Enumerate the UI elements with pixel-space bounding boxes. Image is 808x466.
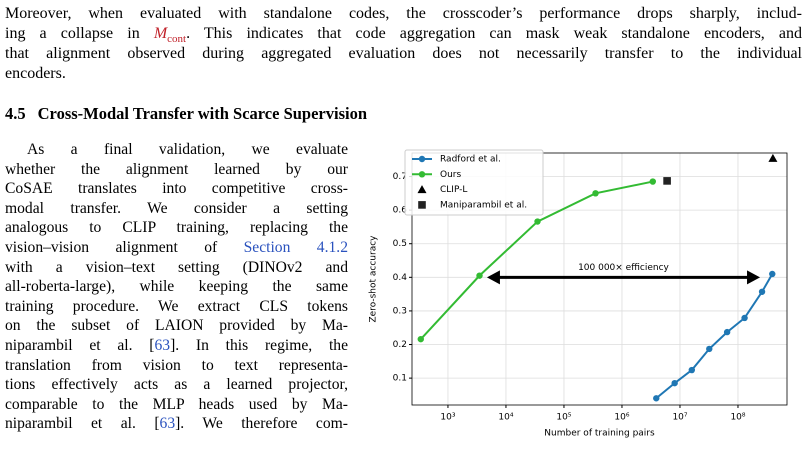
left-column: As a final validation, we evaluate whethe… <box>5 140 348 434</box>
text-line: with a vision–text setting (DINOv2 and <box>5 258 348 278</box>
marker <box>417 335 424 343</box>
x-tick-label: 10⁵ <box>556 413 571 423</box>
x-tick-label: 10³ <box>440 413 455 423</box>
text: modal transfer. We consider a setting <box>5 199 348 217</box>
text: all-roberta-large), while keeping the sa… <box>5 278 348 296</box>
x-tick-label: 10⁴ <box>498 413 513 423</box>
text: whether the alignment learned by our <box>5 160 348 178</box>
y-tick-label: 0.6 <box>393 206 408 216</box>
marker <box>769 270 776 278</box>
marker <box>534 218 541 225</box>
text-line: training procedure. We extract CLS token… <box>5 297 348 317</box>
legend-box <box>404 149 544 216</box>
text-line: all-roberta-large), while keeping the sa… <box>5 277 348 297</box>
text-line: modal transfer. We consider a setting <box>5 199 348 219</box>
text: on the subset of LAION provided by Ma- <box>5 317 348 335</box>
text-line: CoSAE translates into competitive cross- <box>5 179 348 199</box>
legend-marker <box>418 171 426 178</box>
marker <box>649 178 656 185</box>
legend: Radford et al. Ours CLIP-L Maniparambil et … <box>404 149 544 216</box>
x-tick-label: 10⁷ <box>672 413 687 423</box>
marker <box>653 395 660 402</box>
marker <box>741 314 748 322</box>
legend-marker <box>418 155 426 163</box>
legend-marker <box>418 201 426 209</box>
text: translation from vision to text represen… <box>5 356 348 374</box>
paragraph: Moreover, when evaluated with standalone… <box>5 4 802 84</box>
text-line: analogous to CLIP training, replacing th… <box>5 218 348 238</box>
text-line: whether the alignment learned by our <box>5 160 348 180</box>
annotation-text: 100 000× efficiency <box>578 263 669 273</box>
text-line: comparable to the MLP heads used by Ma- <box>5 395 348 415</box>
marker <box>663 177 671 185</box>
legend-marker <box>417 185 427 194</box>
text: comparable to the MLP heads used by Ma- <box>5 395 348 413</box>
text: niparambil et al. [ <box>5 415 160 433</box>
y-tick-label: 0.3 <box>393 306 407 316</box>
marker <box>723 328 731 336</box>
legend-label: Ours <box>440 170 461 180</box>
marker <box>758 288 766 295</box>
marker <box>688 366 696 374</box>
text: ing a collapse in <box>5 25 154 42</box>
link[interactable]: 63 <box>154 336 171 354</box>
math-symbol: M <box>153 25 168 42</box>
plot-frame <box>411 152 788 406</box>
legend-label: CLIP-L <box>440 185 467 195</box>
section-heading: 4.5 Cross-Modal Transfer with Scarce Supe… <box>5 104 367 124</box>
text: ]. In this regime, the <box>170 336 348 354</box>
y-tick-label: 0.4 <box>393 273 408 283</box>
text-line: vision–vision alignment of Section 4.1.2 <box>5 238 348 258</box>
y-tick-label: 0.7 <box>393 172 407 182</box>
y-tick-label: 0.5 <box>393 239 407 249</box>
marker <box>671 379 678 387</box>
y-tick-label: 0.2 <box>393 340 407 350</box>
text-line: tions effectively acts as a learned proj… <box>5 375 348 395</box>
y-axis-label: Zero-shot accuracy <box>369 235 379 323</box>
text-line: Moreover, when evaluated with standalone… <box>5 4 802 24</box>
arrow-head <box>747 270 761 285</box>
marker <box>592 190 599 197</box>
x-tick-label: 10⁸ <box>730 413 745 423</box>
text: ]. We therefore com- <box>175 415 348 433</box>
legend-label: Radford et al. <box>440 155 501 165</box>
text: Moreover, when evaluated with standalone… <box>5 5 802 22</box>
section-title: Cross-Modal Transfer with Scarce Supervi… <box>37 104 368 123</box>
text-line: niparambil et al. [63]. In this regime, … <box>5 336 348 356</box>
math-subscript: cont <box>167 33 187 44</box>
link[interactable]: Section 4.1.2 <box>243 238 348 256</box>
section-number: 4.5 <box>5 104 26 123</box>
x-tick-label: 10⁶ <box>614 413 629 423</box>
math: Mcont <box>153 25 187 44</box>
text: vision–vision alignment of <box>5 238 244 256</box>
x-axis-label: Number of training pairs <box>544 429 655 439</box>
arrow-head <box>486 270 500 285</box>
text: analogous to CLIP training, replacing th… <box>5 219 348 237</box>
text-line: As a final validation, we evaluate <box>5 140 348 160</box>
text: CoSAE translates into competitive cross- <box>5 180 348 198</box>
link[interactable]: 63 <box>159 415 176 433</box>
marker <box>768 153 778 162</box>
marker <box>706 345 713 353</box>
text-line: on the subset of LAION provided by Ma- <box>5 316 348 336</box>
text: niparambil et al. [ <box>5 336 155 354</box>
text-line: niparambil et al. [63]. We therefore com… <box>5 414 348 434</box>
text: As a final validation, we evaluate <box>27 141 348 158</box>
legend-label: Maniparambil et al. <box>440 200 527 210</box>
text-line: ing a collapse in Mcont. This indicates … <box>5 24 802 44</box>
series-line <box>655 273 774 400</box>
text: encoders. <box>5 65 66 82</box>
text: that alignment observed during aggregate… <box>5 45 802 62</box>
text: training procedure. We extract CLS token… <box>5 297 348 315</box>
text: tions effectively acts as a learned proj… <box>5 376 348 394</box>
text-line: translation from vision to text represen… <box>5 356 348 376</box>
text-line: that alignment observed during aggregate… <box>5 44 802 64</box>
text: with a vision–text setting (DINOv2 and <box>5 258 348 276</box>
text: . This indicates that code aggregation c… <box>186 25 802 42</box>
y-tick-label: 0.1 <box>393 374 407 384</box>
text-line: encoders. <box>5 64 802 84</box>
marker <box>476 272 483 279</box>
